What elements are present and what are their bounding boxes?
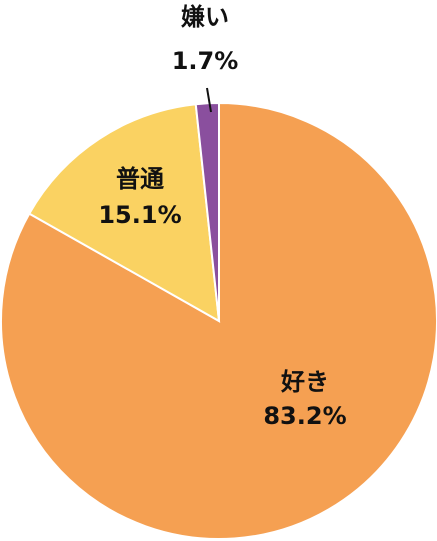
pie-slice [194,101,220,322]
pie-slice [27,103,221,323]
slice-label: 嫌い [181,3,229,31]
leader-line [206,87,212,113]
value-label: 83.2% [263,402,346,430]
slice-label: 好き [280,368,329,396]
value-label: 1.7% [172,47,239,75]
slice-label: 普通 [116,165,164,193]
value-label: 15.1% [98,201,181,229]
